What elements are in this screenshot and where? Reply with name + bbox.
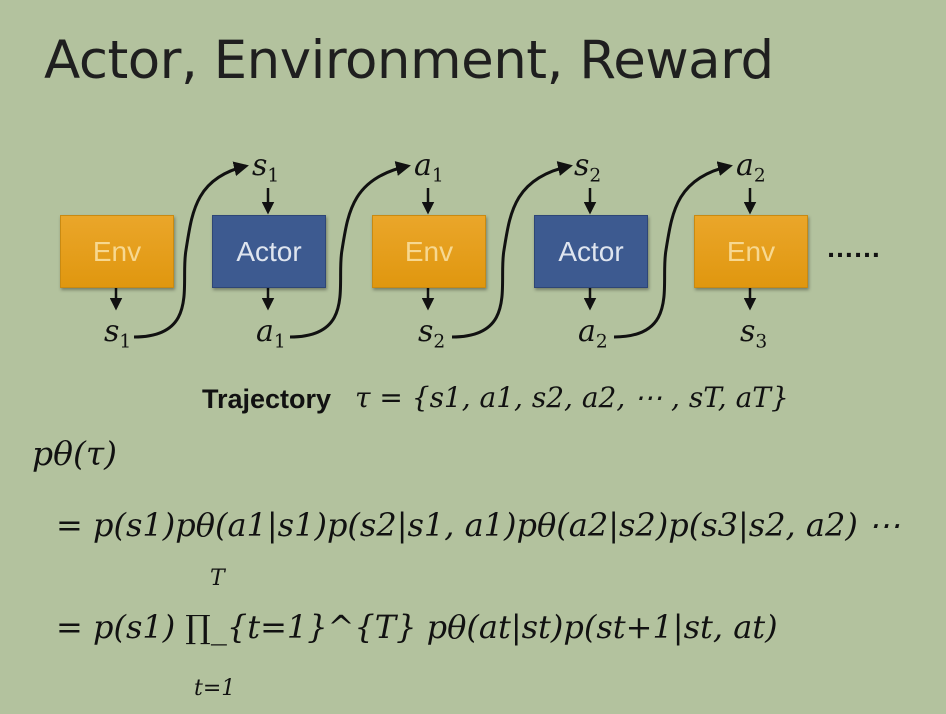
curve-connector-3 (451, 161, 573, 339)
trajectory-expression: τ = {s1, a1, s2, a2, ⋯ , sT, aT} (355, 381, 789, 414)
continuation-dots: …… (826, 232, 881, 263)
bottom-label-a1: a1 (256, 314, 286, 353)
top-label-s1: s1 (252, 148, 280, 187)
actor-box-1: Actor (212, 215, 326, 288)
curve-connector-1 (133, 161, 249, 339)
top-label-s2: s2 (574, 148, 602, 187)
equation-line-2: = p(s1) ∏_{t=1}^{T} pθ(at|st)p(st+1|st, … (56, 608, 778, 646)
equation-lhs: pθ(τ) (32, 434, 117, 473)
trajectory-label: Trajectory (202, 384, 332, 414)
curve-connector-4 (613, 161, 733, 339)
bottom-label-s2: s2 (418, 314, 446, 353)
top-label-a1: a1 (414, 148, 444, 187)
product-lower-limit: t=1 (194, 676, 236, 701)
equation-line-1: = p(s1)pθ(a1|s1)p(s2|s1, a1)pθ(a2|s2)p(s… (56, 506, 900, 544)
bottom-label-a2: a2 (578, 314, 608, 353)
env-box-3: Env (694, 215, 808, 288)
top-label-a2: a2 (736, 148, 766, 187)
env-box-2: Env (372, 215, 486, 288)
bottom-label-s3: s3 (740, 314, 768, 353)
product-upper-limit: T (210, 566, 225, 591)
bottom-label-s1: s1 (104, 314, 132, 353)
equation-line-2-text: = p(s1) ∏_{t=1}^{T} pθ(at|st)p(st+1|st, … (56, 608, 778, 646)
env-box-1: Env (60, 215, 174, 288)
actor-box-2: Actor (534, 215, 648, 288)
curve-connector-2 (289, 161, 411, 339)
slide-title: Actor, Environment, Reward (44, 30, 774, 91)
